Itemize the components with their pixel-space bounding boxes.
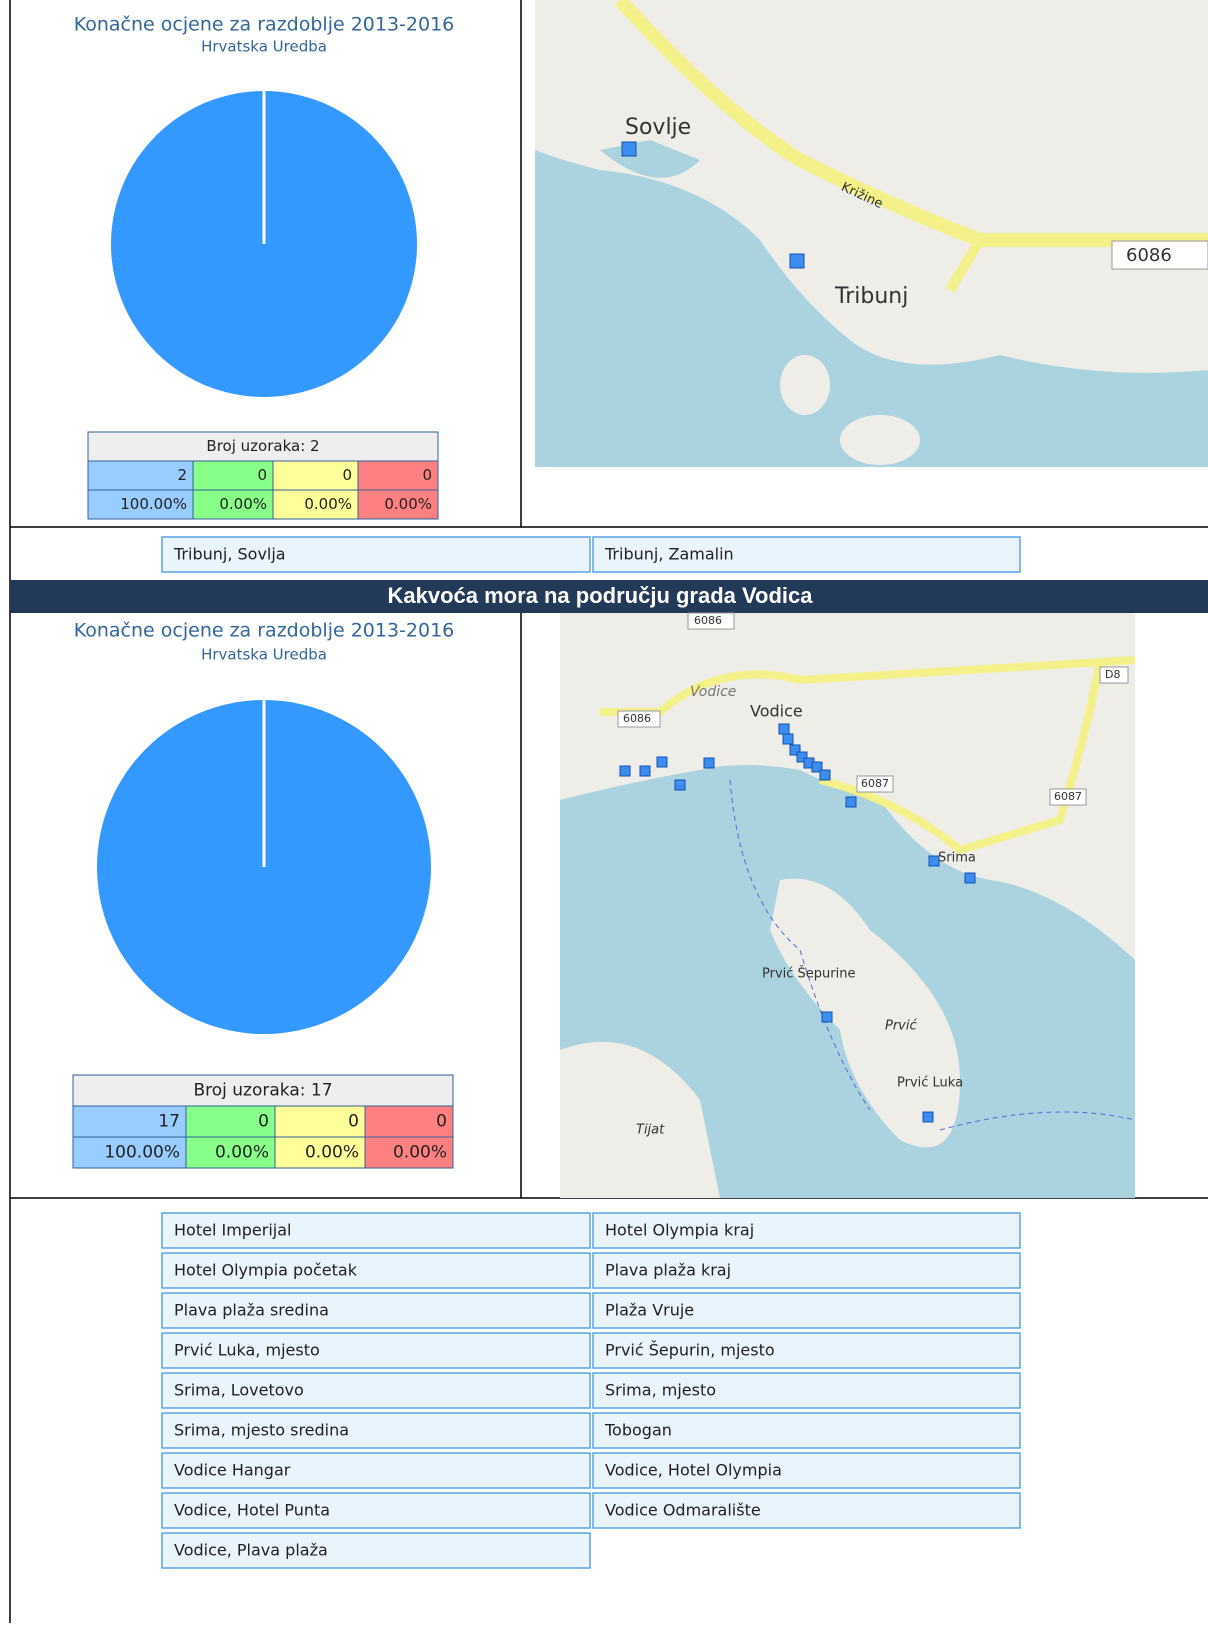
count-value: 2 (177, 466, 187, 484)
map-label: Tijat (636, 1123, 665, 1138)
chart-title: Konačne ocjene za razdoblje 2013-2016 (74, 620, 455, 642)
section-heading: Kakvoća mora na području grada Vodica (387, 583, 813, 608)
location-label[interactable]: Vodice Odmaralište (605, 1501, 761, 1520)
map-label: Prvić (885, 1019, 917, 1034)
count-value: 17 (158, 1112, 180, 1132)
percent-value: 0.00% (305, 1143, 359, 1163)
map: 6086 Vodice Vodice 6086 D8 6087 6087 Sri… (560, 613, 1135, 1198)
percent-value: 0.00% (304, 495, 352, 513)
location-label[interactable]: Hotel Olympia početak (174, 1261, 358, 1280)
page: Kakvoća mora na području grada Vodica So… (0, 0, 1208, 1623)
map-label: Tribunj (834, 284, 908, 309)
location-label[interactable]: Tribunj, Zamalin (604, 545, 734, 564)
location-label[interactable]: Hotel Olympia kraj (605, 1221, 754, 1240)
percent-value: 0.00% (215, 1143, 269, 1163)
location-label[interactable]: Vodice, Hotel Punta (174, 1501, 330, 1520)
map-label: Prvić Šepurine (762, 966, 855, 982)
map-label: 6086 (694, 614, 722, 627)
map-label: Prvić Luka (897, 1076, 963, 1091)
location-label[interactable]: Srima, mjesto sredina (174, 1421, 349, 1440)
location-label[interactable]: Vodice Hangar (174, 1461, 291, 1480)
location-label[interactable]: Plava plaža kraj (605, 1261, 731, 1280)
location-label[interactable]: Hotel Imperijal (174, 1221, 292, 1240)
percent-value: 0.00% (219, 495, 267, 513)
map-label: D8 (1105, 668, 1120, 681)
location-label[interactable]: Srima, Lovetovo (174, 1381, 304, 1400)
percent-value: 100.00% (104, 1143, 180, 1163)
location-label[interactable]: Vodice, Hotel Olympia (605, 1461, 782, 1480)
location-label[interactable]: Prvić Luka, mjesto (174, 1341, 320, 1360)
count-value: 0 (436, 1112, 447, 1132)
map-label: Srima (938, 851, 976, 866)
location-label[interactable]: Prvić Šepurin, mjesto (605, 1341, 775, 1360)
location-label[interactable]: Srima, mjesto (605, 1381, 716, 1400)
map-label: Sovlje (625, 115, 691, 140)
location-label[interactable]: Vodice, Plava plaža (174, 1541, 328, 1560)
map-label: 6086 (623, 712, 651, 725)
map-marker[interactable] (790, 254, 804, 268)
location-label[interactable]: Tobogan (604, 1421, 672, 1440)
chart-subtitle: Hrvatska Uredba (201, 38, 327, 56)
percent-value: 100.00% (120, 495, 187, 513)
map-marker[interactable] (622, 142, 636, 156)
count-value: 0 (257, 466, 267, 484)
sample-count: Broj uzoraka: 2 (206, 437, 319, 455)
count-value: 0 (258, 1112, 269, 1132)
map-label: 6087 (861, 777, 889, 790)
sample-count: Broj uzoraka: 17 (193, 1081, 332, 1101)
percent-value: 0.00% (393, 1143, 447, 1163)
count-value: 0 (348, 1112, 359, 1132)
percent-value: 0.00% (384, 495, 432, 513)
location-label[interactable]: Tribunj, Sovlja (173, 545, 286, 564)
chart-subtitle: Hrvatska Uredba (201, 646, 327, 664)
map-label: 6086 (1126, 245, 1172, 266)
map-label: 6087 (1054, 790, 1082, 803)
location-label[interactable]: Plava plaža sredina (174, 1301, 329, 1320)
map-label: Vodice (690, 684, 736, 700)
map: Sovlje Križine Tribunj 6086 (535, 0, 1208, 467)
map-label: Vodice (750, 702, 803, 721)
location-label[interactable]: Plaža Vruje (605, 1301, 694, 1320)
chart-title: Konačne ocjene za razdoblje 2013-2016 (74, 14, 455, 36)
count-value: 0 (422, 466, 432, 484)
count-value: 0 (342, 466, 352, 484)
